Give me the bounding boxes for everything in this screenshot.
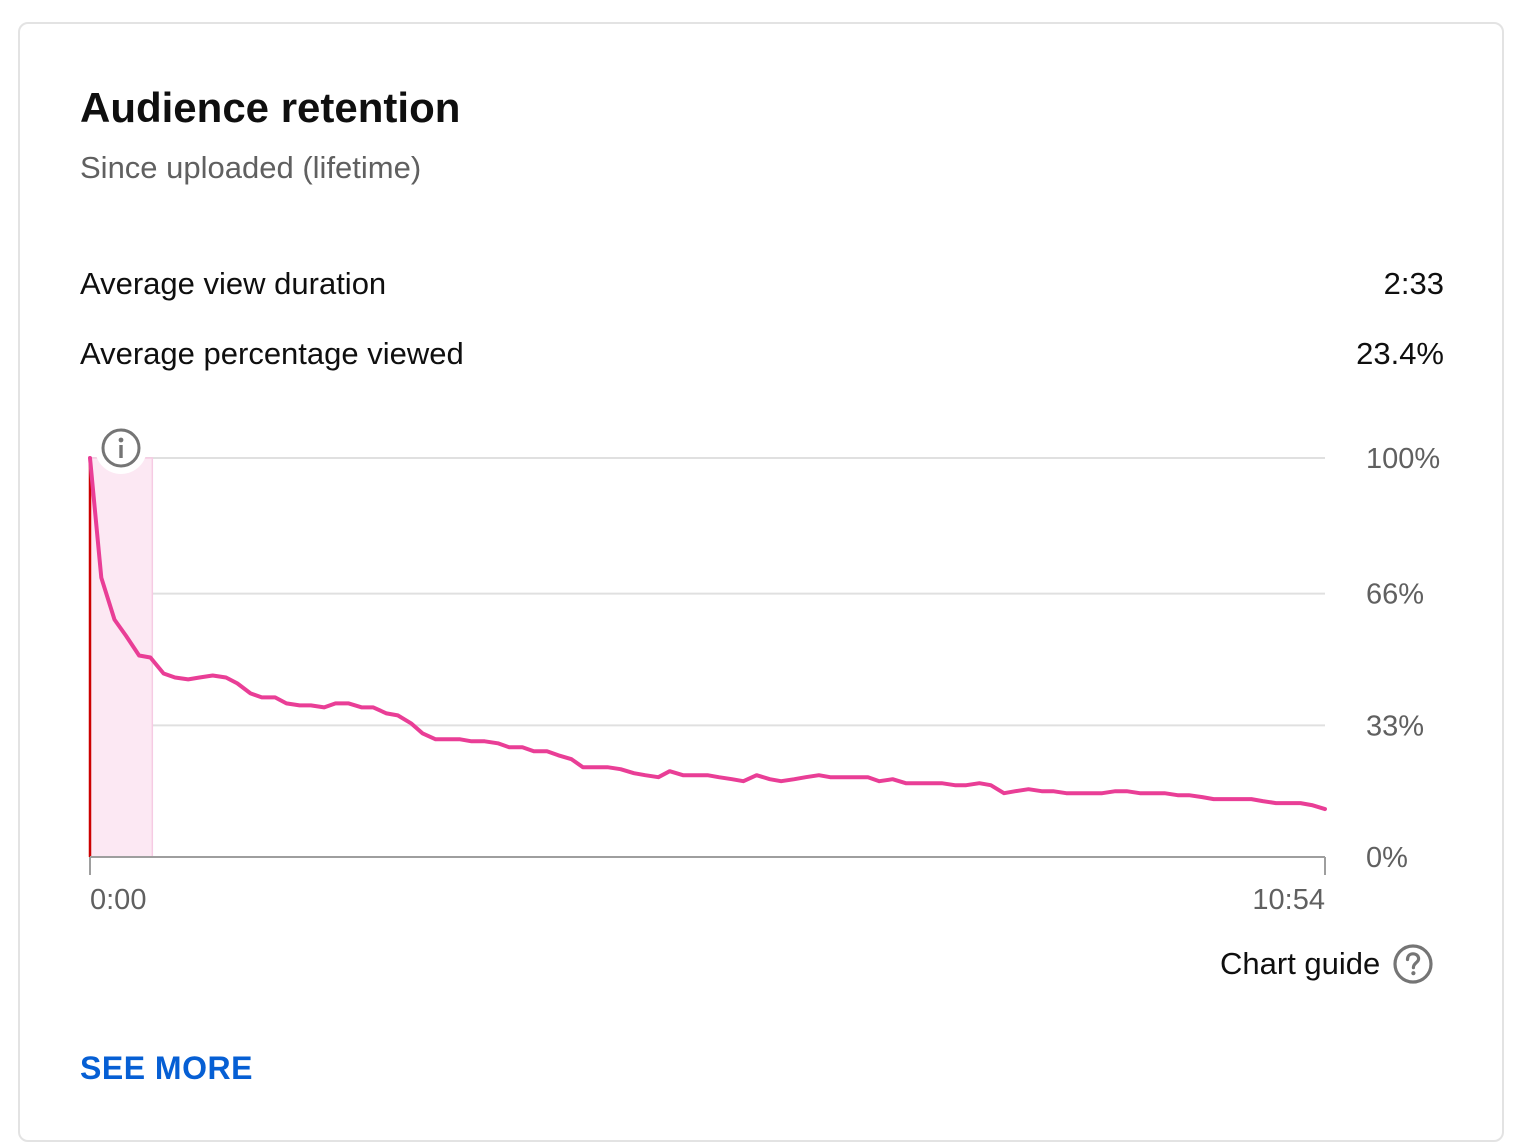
avg-view-duration-label: Average view duration: [80, 266, 387, 301]
help-circle-icon[interactable]: [1392, 943, 1434, 985]
avg-percentage-viewed-value: 23.4%: [1356, 336, 1444, 371]
see-more-link[interactable]: SEE MORE: [80, 1050, 253, 1086]
avg-percentage-viewed-label: Average percentage viewed: [80, 336, 464, 371]
y-tick-label: 66%: [1366, 579, 1424, 611]
info-icon[interactable]: [95, 422, 147, 474]
retention-line[interactable]: [88, 456, 1327, 812]
audience-retention-card: [18, 22, 1504, 1142]
x-tick-label: 0:00: [90, 884, 146, 916]
chart-guide-link[interactable]: Chart guide: [1220, 940, 1434, 988]
card-subtitle: Since uploaded (lifetime): [80, 150, 422, 185]
gridlines: [90, 457, 1325, 727]
chart-guide-label: Chart guide: [1220, 946, 1381, 981]
y-axis-ticks: 100% 66% 33% 0%: [1366, 443, 1440, 874]
y-tick-label: 0%: [1366, 842, 1408, 874]
x-tick-label: 10:54: [1252, 884, 1325, 916]
retention-chart[interactable]: 0:00 10:54 100% 66% 33% 0%: [0, 0, 1516, 1111]
x-axis-ticks: 0:00 10:54: [89, 857, 1326, 916]
card-title: Audience retention: [80, 84, 461, 131]
y-tick-label: 100%: [1366, 443, 1440, 475]
avg-view-duration-value: 2:33: [1383, 266, 1444, 301]
y-tick-label: 33%: [1366, 710, 1424, 742]
